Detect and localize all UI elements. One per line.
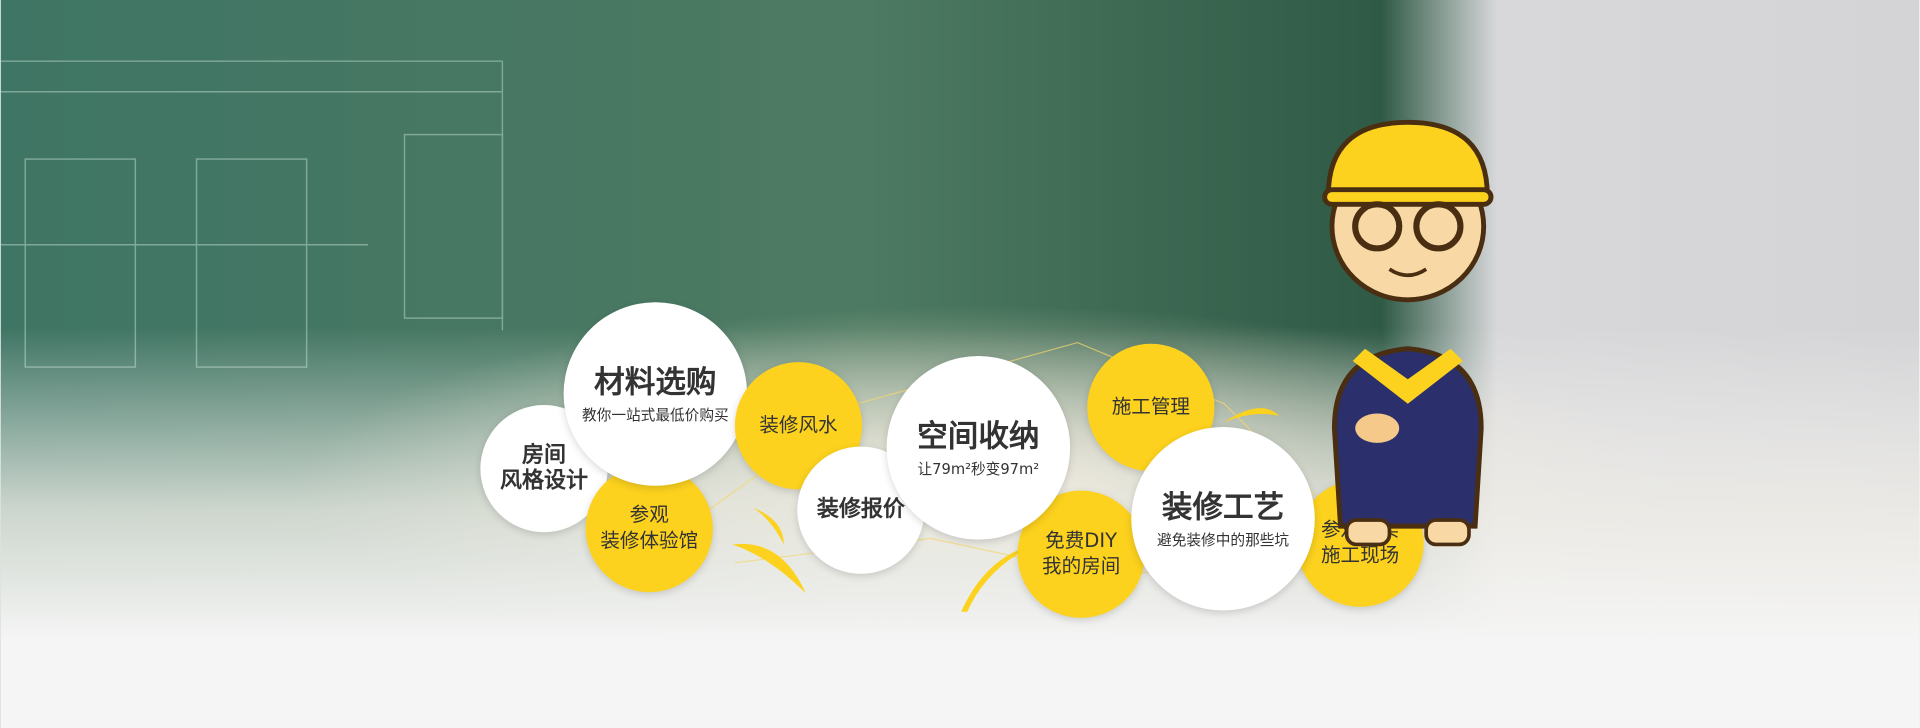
bubble-subtitle: 避免装修中的那些坑	[1157, 532, 1289, 549]
bubble-label: 装修风水	[759, 413, 838, 436]
bubble-label: 施工管理	[1112, 395, 1190, 418]
bubble	[1017, 490, 1145, 618]
mascot	[1322, 119, 1494, 547]
bubble-subtitle: 让79m²秒变97m²	[918, 461, 1040, 478]
bubble-label: 风格设计	[500, 467, 588, 493]
bubble-label: 装修体验馆	[600, 529, 698, 552]
bubble-label: 免费DIY	[1045, 529, 1117, 552]
bubble	[1131, 427, 1315, 611]
bubble-label: 施工现场	[1321, 544, 1399, 567]
bubble-label: 装修报价	[817, 496, 906, 522]
bubble-label: 我的房间	[1042, 555, 1120, 578]
bubble-title: 材料选购	[594, 366, 716, 401]
bubble	[886, 356, 1071, 540]
bubble-label: 参观	[630, 503, 669, 526]
bubble-subtitle: 教你一站式最低价购买	[582, 407, 729, 424]
bubble-title: 空间收纳	[917, 420, 1039, 455]
swooshes	[732, 408, 1280, 612]
bubble	[585, 464, 713, 593]
bubble-label: 房间	[522, 442, 566, 468]
bubble-title: 装修工艺	[1162, 490, 1284, 525]
bubble	[563, 302, 748, 486]
